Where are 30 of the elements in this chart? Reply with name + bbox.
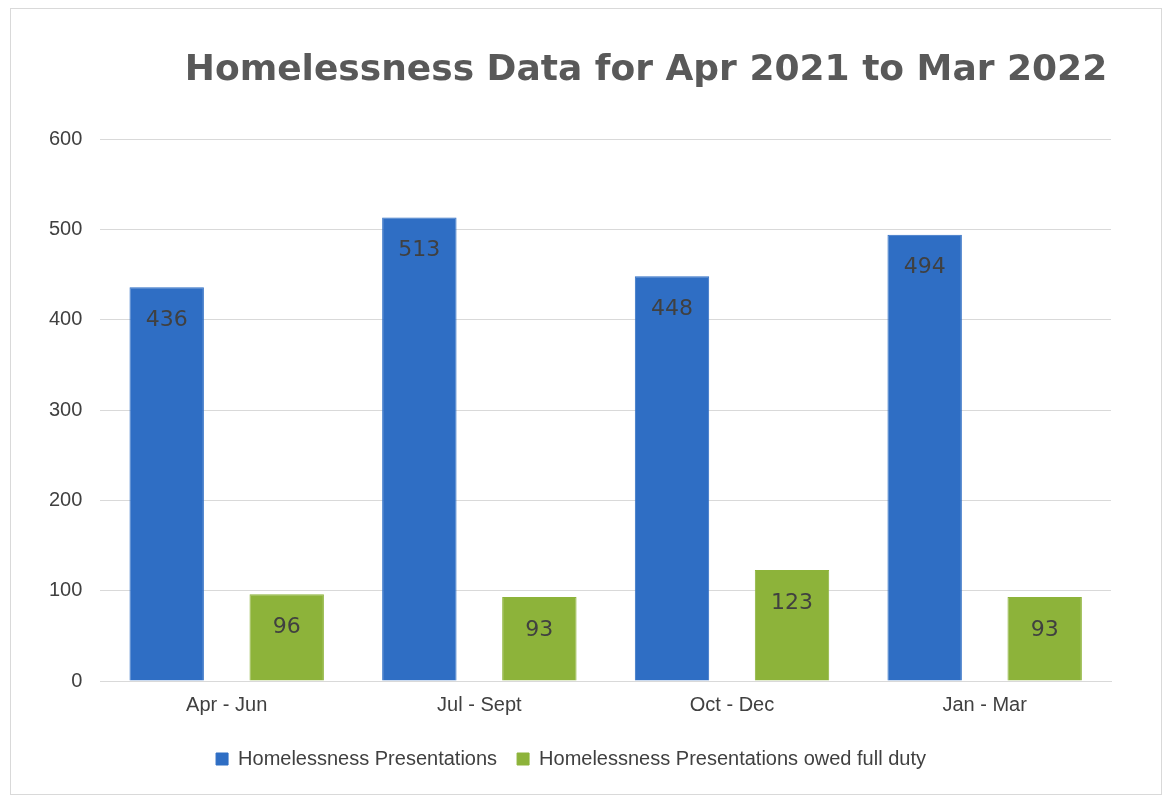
y-tick-label: 400: [48, 307, 83, 330]
bar: [502, 596, 577, 681]
y-tick-label: 600: [48, 126, 83, 149]
x-tick-label: Apr - Jun: [186, 692, 268, 715]
y-tick-label: 100: [48, 578, 83, 601]
bar: [887, 234, 962, 681]
data-label: 93: [1030, 615, 1059, 641]
y-tick-label: 0: [71, 668, 83, 691]
y-tick-label: 500: [48, 216, 83, 239]
data-label: 123: [771, 588, 814, 614]
bar: [754, 569, 830, 681]
data-label: 448: [651, 295, 694, 321]
legend-label: Homelessness Presentations owed full duty: [539, 746, 926, 769]
bar: [382, 217, 457, 681]
x-tick-label: Jan - Mar: [942, 692, 1028, 715]
bar: [634, 276, 710, 681]
data-label: 494: [903, 253, 946, 279]
y-tick-label: 300: [48, 397, 83, 420]
x-tick-label: Jul - Sept: [437, 692, 523, 715]
y-tick-label: 200: [48, 487, 83, 510]
data-label: 513: [398, 236, 441, 262]
bar: [129, 287, 204, 681]
data-label: 436: [145, 305, 188, 331]
x-tick-label: Oct - Dec: [689, 692, 775, 715]
bar: [1007, 596, 1082, 681]
bar: [249, 594, 324, 681]
data-label: 96: [272, 613, 301, 638]
data-label: 93: [525, 615, 554, 641]
chart-title: Homelessness Data for Apr 2021 to Mar 2022: [183, 47, 1109, 88]
legend-label: Homelessness Presentations: [238, 746, 498, 769]
